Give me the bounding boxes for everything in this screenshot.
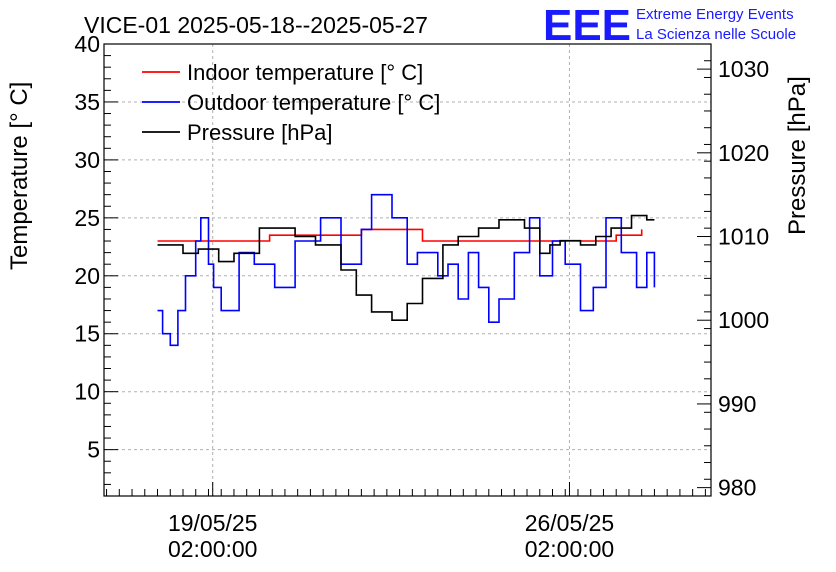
y-tick-label-left: 20 xyxy=(74,263,100,289)
y-tick-label-right: 1010 xyxy=(718,224,769,250)
y-tick-label-left: 30 xyxy=(74,147,100,173)
y-tick-label-left: 25 xyxy=(74,205,100,231)
x-tick-label-date: 19/05/25 xyxy=(168,510,258,536)
y-tick-label-left: 10 xyxy=(74,379,100,405)
y-tick-label-left: 40 xyxy=(74,31,100,57)
series-line-0 xyxy=(157,228,643,242)
y-tick-label-right: 1020 xyxy=(718,140,769,166)
x-tick-label-time: 02:00:00 xyxy=(525,536,615,562)
y-tick-label-right: 1000 xyxy=(718,307,769,333)
chart-title: VICE-01 2025-05-18--2025-05-27 xyxy=(84,12,428,38)
y-axis-label-left: Temperature [° C] xyxy=(6,82,33,270)
legend-label-2: Pressure [hPa] xyxy=(187,120,333,145)
y-tick-label-right: 1030 xyxy=(718,56,769,82)
x-tick-label-date: 26/05/25 xyxy=(525,510,615,536)
y-axis-label-right: Pressure [hPa] xyxy=(784,76,811,235)
series-line-2 xyxy=(157,214,655,321)
y-tick-label-left: 15 xyxy=(74,321,100,347)
x-tick-label-time: 02:00:00 xyxy=(168,536,258,562)
org-name-line2: La Scienza nelle Scuole xyxy=(636,26,796,43)
series-layer xyxy=(157,193,656,347)
y-tick-label-left: 35 xyxy=(74,89,100,115)
series-line-1 xyxy=(157,193,656,347)
org-name-line1: Extreme Energy Events xyxy=(636,6,794,23)
y-tick-label-left: 5 xyxy=(87,437,100,463)
tick-labels: 5 10 15 20 25 30 35 40 980 990 1000 1010 1020 1030 19/… xyxy=(74,31,769,562)
y-tick-label-right: 990 xyxy=(718,391,756,417)
legend-label-0: Indoor temperature [° C] xyxy=(187,60,423,85)
y-tick-label-right: 980 xyxy=(718,475,756,501)
legend: Indoor temperature [° C] Outdoor temperat… xyxy=(142,60,440,145)
eee-logo: EEE xyxy=(543,1,631,50)
plot-frame xyxy=(103,43,712,497)
axis-ticks xyxy=(104,43,711,497)
legend-label-1: Outdoor temperature [° C] xyxy=(187,90,440,115)
